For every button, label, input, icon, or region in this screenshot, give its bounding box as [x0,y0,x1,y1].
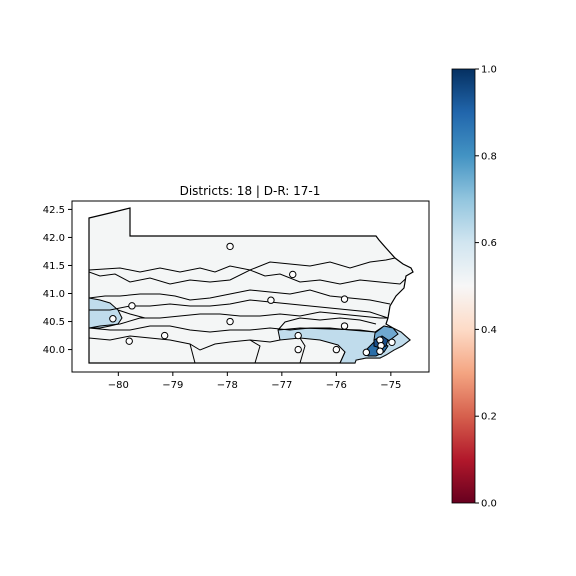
colorbar-tick-label: 0.2 [481,412,497,423]
district-boundaries [89,257,413,363]
district-center-marker [376,347,384,355]
x-tick-label: −77 [271,380,292,391]
district-center-marker [160,331,169,340]
y-tick-label: 40.0 [43,345,65,356]
state-map [88,207,414,364]
district-center-marker [109,315,117,323]
x-tick-label: −80 [108,380,129,391]
x-tick-label: −75 [380,380,401,391]
district-center-marker [128,302,136,310]
colorbar-tick-label: 0.6 [481,238,497,249]
colorbar-ticks: 0.0 0.2 0.4 0.6 0.8 1.0 [475,65,497,510]
colorbar [451,68,476,504]
district-center-marker [294,331,302,340]
y-tick-label: 41.0 [43,289,65,300]
district-center-marker [125,337,133,345]
y-tick-label: 42.0 [43,233,65,244]
x-tick-label: −79 [162,380,183,391]
y-tick-label: 40.5 [43,317,65,328]
y-axis: 40.0 40.5 41.0 41.5 42.0 42.5 [43,205,72,356]
y-tick-label: 42.5 [43,205,65,216]
district-center-marker [362,348,371,357]
colorbar-tick-label: 0.8 [481,151,497,162]
district-center-marker [226,317,234,326]
colorbar-tick-label: 0.0 [481,499,497,510]
y-tick-label: 41.5 [43,261,65,272]
district-center-marker [267,296,275,304]
district-center-marker [340,322,349,330]
district-center-marker [340,295,349,303]
x-axis: −80 −79 −78 −77 −76 −75 [108,372,401,391]
district-center-marker [388,338,396,346]
district-centers [109,242,396,357]
colorbar-tick-label: 0.4 [481,325,497,336]
x-tick-label: −78 [217,380,238,391]
district-center-marker [332,345,341,354]
district-center-marker [289,270,297,279]
district-center-marker [294,345,302,354]
district-center-marker [226,242,234,251]
x-tick-label: −76 [326,380,347,391]
colorbar-tick-label: 1.0 [481,65,497,76]
chart-title: Districts: 18 | D-R: 17-1 [180,184,321,198]
